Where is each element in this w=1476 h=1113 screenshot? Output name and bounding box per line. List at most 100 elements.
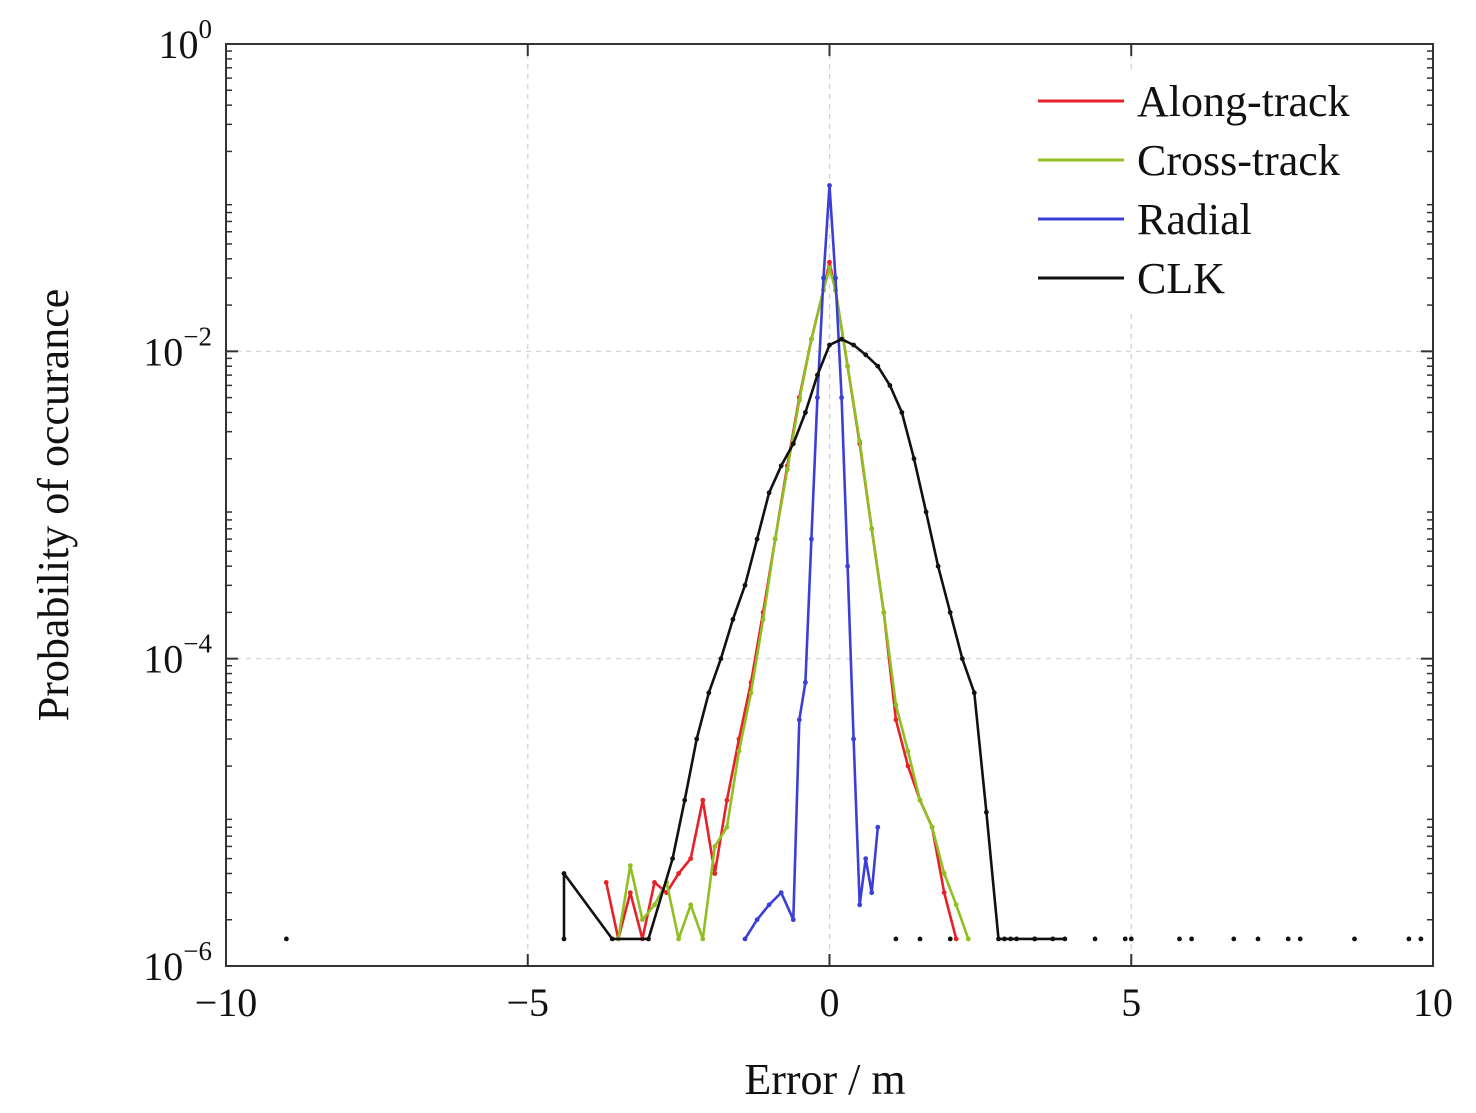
- data-point-clk: [790, 441, 796, 447]
- data-point-clk: [1177, 936, 1182, 942]
- data-point-radial: [778, 890, 784, 896]
- data-point-clk: [1002, 936, 1007, 942]
- data-point-along-track: [953, 936, 959, 942]
- data-point-clk: [682, 797, 688, 803]
- data-point-clk: [1050, 936, 1056, 942]
- y-tick-label: 10−6: [143, 936, 212, 989]
- data-point-cross-track: [965, 936, 971, 942]
- data-point-cross-track: [724, 824, 730, 830]
- data-point-clk: [1285, 936, 1291, 942]
- data-point-radial: [827, 183, 832, 188]
- data-point-radial: [833, 275, 838, 281]
- data-point-clk: [971, 690, 977, 696]
- data-point-cross-track: [640, 917, 645, 923]
- data-point-clk: [766, 490, 772, 496]
- data-point-clk: [284, 936, 289, 942]
- y-axis-label: Probability of occurance: [29, 289, 78, 722]
- data-point-clk: [1062, 936, 1068, 942]
- data-point-cross-track: [845, 363, 850, 369]
- data-point-clk: [694, 736, 700, 742]
- data-point-radial: [845, 563, 850, 569]
- data-point-along-track: [603, 880, 609, 885]
- data-point-radial: [766, 902, 772, 908]
- data-point-clk: [899, 410, 905, 415]
- data-point-clk: [742, 582, 748, 588]
- data-point-clk: [887, 383, 893, 388]
- series-line-radial: [743, 184, 880, 940]
- data-point-cross-track: [905, 748, 911, 754]
- data-point-cross-track: [796, 397, 802, 403]
- data-point-cross-track: [676, 936, 681, 942]
- x-tick-label: −5: [506, 980, 549, 1025]
- data-point-cross-track: [772, 536, 778, 542]
- data-point-along-track: [827, 259, 832, 265]
- series-line-along-track: [604, 260, 958, 941]
- data-point-radial: [875, 824, 881, 830]
- data-point-cross-track: [941, 871, 947, 876]
- data-point-radial: [815, 395, 820, 400]
- data-point-cross-track: [869, 526, 875, 532]
- data-point-radial: [803, 680, 808, 685]
- data-point-cross-track: [748, 690, 754, 696]
- data-point-clk: [863, 352, 869, 358]
- legend-item-radial: Radial: [1038, 195, 1252, 244]
- y-tick-label: 100: [159, 14, 213, 67]
- data-point-clk: [893, 936, 899, 942]
- legend-item-clk: CLK: [1038, 254, 1225, 303]
- data-point-clk: [561, 936, 567, 942]
- data-point-clk: [1352, 936, 1357, 942]
- legend-label-along-track: Along-track: [1137, 77, 1350, 126]
- data-point-radial: [863, 856, 869, 861]
- data-point-radial: [821, 275, 826, 281]
- data-point-clk: [1255, 936, 1261, 942]
- data-point-radial: [796, 717, 802, 723]
- series-line-clk: [562, 337, 1065, 941]
- data-point-clk: [646, 936, 651, 942]
- data-point-clk: [1297, 936, 1303, 942]
- data-point-cross-track: [881, 610, 887, 615]
- data-point-along-track: [652, 880, 657, 885]
- data-point-cross-track: [652, 902, 657, 908]
- legend-label-clk: CLK: [1137, 254, 1225, 303]
- data-point-radial: [754, 917, 760, 923]
- data-point-radial: [857, 902, 863, 908]
- data-point-along-track: [893, 717, 899, 723]
- data-point-radial: [790, 917, 796, 923]
- data-point-clk: [984, 809, 989, 815]
- data-point-clk: [1406, 936, 1412, 942]
- series-line-cross-track: [617, 266, 970, 941]
- x-tick-label: 0: [820, 980, 840, 1025]
- data-point-clk: [706, 690, 712, 696]
- data-point-clk: [730, 617, 736, 622]
- data-point-radial: [839, 395, 844, 400]
- data-point-radial: [851, 736, 856, 742]
- data-point-radial: [742, 936, 748, 942]
- data-point-clk: [609, 936, 615, 942]
- legend-label-radial: Radial: [1137, 195, 1252, 244]
- data-point-along-track: [712, 871, 718, 876]
- data-point-clk: [947, 936, 953, 942]
- data-point-along-track: [688, 856, 694, 861]
- data-point-clk: [1122, 936, 1128, 942]
- data-point-clk: [754, 536, 760, 542]
- data-point-cross-track: [700, 936, 706, 942]
- data-point-radial: [809, 536, 814, 542]
- data-point-cross-track: [929, 824, 935, 830]
- data-point-cross-track: [712, 844, 718, 849]
- data-point-cross-track: [827, 265, 832, 271]
- data-point-cross-track: [893, 702, 899, 708]
- data-point-cross-track: [760, 617, 766, 622]
- legend-item-along-track: Along-track: [1038, 77, 1350, 126]
- data-point-clk: [839, 336, 844, 342]
- legend-item-cross-track: Cross-track: [1038, 136, 1340, 185]
- data-point-along-track: [627, 890, 633, 896]
- series-layer: [284, 183, 1424, 942]
- legend-label-cross-track: Cross-track: [1137, 136, 1340, 185]
- data-point-clk: [911, 456, 917, 462]
- data-point-radial: [869, 890, 875, 896]
- data-point-clk: [935, 563, 941, 569]
- data-point-cross-track: [857, 438, 863, 444]
- data-point-cross-track: [809, 336, 814, 342]
- data-point-along-track: [905, 763, 911, 769]
